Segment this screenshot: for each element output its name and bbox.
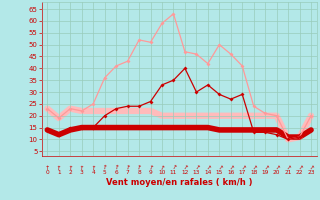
Text: ↑: ↑	[147, 165, 154, 172]
Text: ↑: ↑	[227, 165, 235, 172]
Text: ↑: ↑	[273, 165, 280, 172]
Text: ↑: ↑	[90, 166, 96, 171]
Text: ↑: ↑	[102, 165, 108, 171]
Text: ↑: ↑	[239, 165, 246, 172]
Text: ↑: ↑	[124, 165, 131, 171]
X-axis label: Vent moyen/en rafales ( km/h ): Vent moyen/en rafales ( km/h )	[106, 178, 252, 187]
Text: ↑: ↑	[296, 165, 303, 172]
Text: ↑: ↑	[308, 165, 315, 172]
Text: ↑: ↑	[216, 165, 223, 172]
Text: ↑: ↑	[170, 165, 177, 172]
Text: ↑: ↑	[136, 165, 142, 171]
Text: ↑: ↑	[204, 165, 212, 172]
Text: ↑: ↑	[284, 165, 292, 172]
Text: ↑: ↑	[250, 165, 257, 172]
Text: ↑: ↑	[79, 166, 84, 171]
Text: ↑: ↑	[261, 165, 269, 172]
Text: ↑: ↑	[45, 166, 50, 171]
Text: ↑: ↑	[56, 166, 62, 171]
Text: ↑: ↑	[181, 165, 188, 172]
Text: ↑: ↑	[113, 165, 119, 171]
Text: ↑: ↑	[159, 165, 165, 172]
Text: ↑: ↑	[68, 166, 73, 171]
Text: ↑: ↑	[193, 165, 200, 172]
